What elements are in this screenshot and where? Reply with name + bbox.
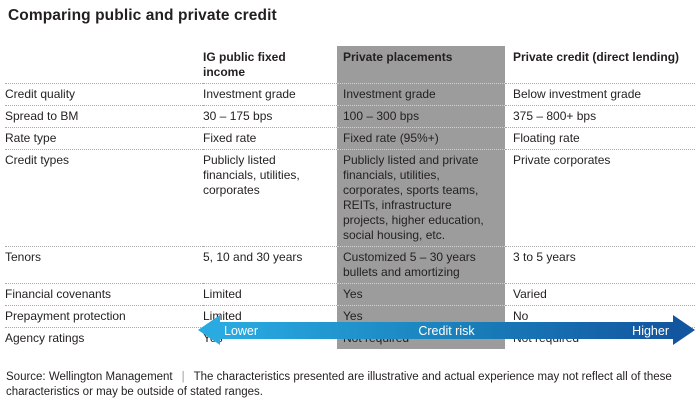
table-row-rate-type: Rate type Fixed rate Fixed rate (95%+) F… [5,128,695,150]
cell-private-placements: Fixed rate (95%+) [337,128,505,150]
cell-ig-public: Investment grade [203,84,337,106]
cell-private-placements: Customized 5 – 30 years bullets and amor… [337,247,505,284]
cell-private-placements: Yes [337,284,505,306]
row-label: Tenors [5,247,203,284]
table-row-tenors: Tenors 5, 10 and 30 years Customized 5 –… [5,247,695,284]
arrow-left-head-icon [198,315,220,345]
credit-risk-gradient-band: Lower Credit risk Higher [219,322,674,339]
row-label: Credit quality [5,84,203,106]
row-label: Financial covenants [5,284,203,306]
footer-separator: | [181,371,185,383]
row-label: Credit types [5,150,203,247]
row-label: Agency ratings [5,331,85,345]
cell-private-credit: 3 to 5 years [505,247,695,284]
cell-ig-public: 5, 10 and 30 years [203,247,337,284]
arrow-right-head-icon [673,315,695,345]
header-private-credit: Private credit (direct lending) [505,46,695,84]
comparison-table: IG public fixed income Private placement… [5,46,695,349]
header-ig-public: IG public fixed income [203,46,337,84]
row-label: Spread to BM [5,106,203,128]
cell-private-placements: Publicly listed and private financials, … [337,150,505,247]
arrow-label-higher: Higher [632,323,669,338]
arrow-label-credit-risk: Credit risk [418,323,475,338]
table-header-row: IG public fixed income Private placement… [5,46,695,84]
cell-ig-public: Fixed rate [203,128,337,150]
arrow-label-lower: Lower [224,323,259,338]
table-row-financial-covenants: Financial covenants Limited Yes Varied [5,284,695,306]
cell-private-credit: Varied [505,284,695,306]
cell-private-placements: Investment grade [337,84,505,106]
header-empty [5,46,203,84]
table-row-spread-to-bm: Spread to BM 30 – 175 bps 100 – 300 bps … [5,106,695,128]
cell-ig-public: 30 – 175 bps [203,106,337,128]
cell-private-credit: Private corporates [505,150,695,247]
table-row-credit-quality: Credit quality Investment grade Investme… [5,84,695,106]
table-row-credit-types: Credit types Publicly listed financials,… [5,150,695,247]
cell-private-credit: Floating rate [505,128,695,150]
credit-risk-arrow: Lower Credit risk Higher [198,315,695,346]
source-text: Source: Wellington Management [6,371,173,383]
cell-private-placements: 100 – 300 bps [337,106,505,128]
page-title: Comparing public and private credit [8,7,277,24]
cell-ig-public: Limited [203,284,337,306]
disclaimer-text: The characteristics presented are illust… [6,371,672,398]
row-label: Rate type [5,128,203,150]
source-note: Source: Wellington Management | The charac… [6,370,696,400]
cell-private-credit: Below investment grade [505,84,695,106]
cell-ig-public: Publicly listed financials, utilities, c… [203,150,337,247]
cell-private-credit: 375 – 800+ bps [505,106,695,128]
header-private-placements: Private placements [337,46,505,84]
row-label: Prepayment protection [5,306,203,328]
